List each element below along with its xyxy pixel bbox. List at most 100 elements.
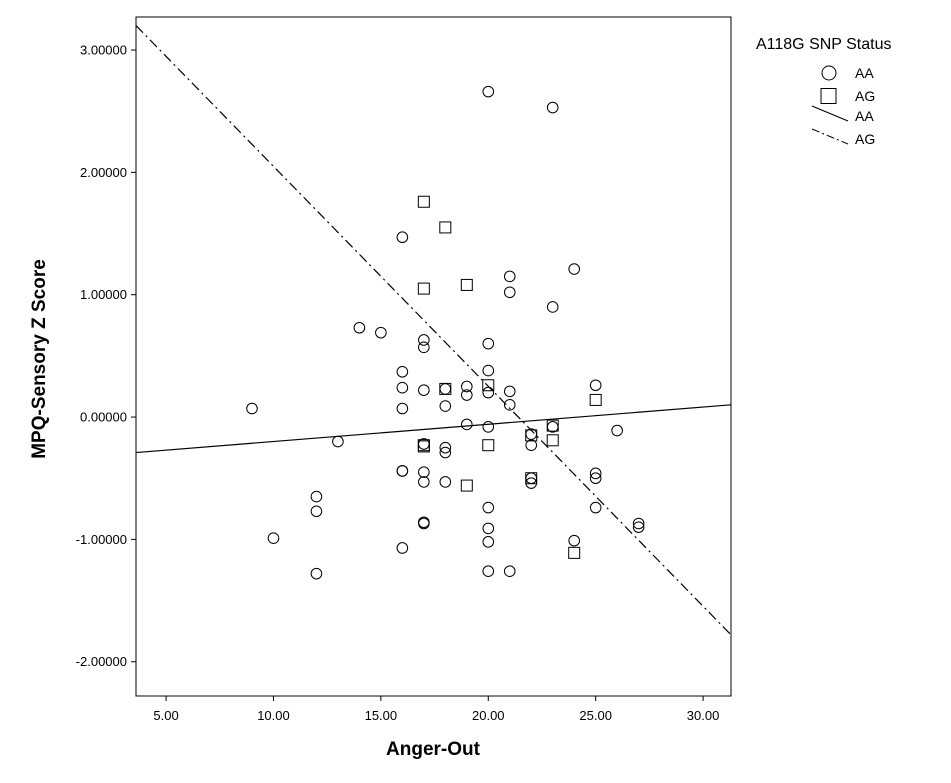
data-point-aa (310, 567, 323, 580)
data-point-aa (503, 565, 516, 578)
data-point-aa (439, 476, 452, 488)
data-point-aa (439, 400, 452, 412)
data-point-aa (503, 270, 516, 283)
data-point-aa (460, 389, 473, 401)
data-point-ag (525, 429, 538, 442)
data-point-aa (503, 399, 516, 411)
data-point-aa (589, 501, 602, 514)
x-tick-label: 20.00 (472, 708, 505, 723)
data-point-aa (568, 534, 580, 547)
legend-circle-marker (821, 65, 837, 81)
data-point-aa (482, 501, 495, 514)
data-point-ag (482, 439, 495, 452)
data-point-aa (439, 383, 452, 395)
data-point-aa (396, 365, 409, 378)
data-point-aa (525, 439, 538, 451)
x-axis: 5.00 10.00 15.00 20.00 25.00 30.00 (153, 696, 719, 723)
data-point-ag (546, 419, 559, 432)
x-tick-label: 25.00 (579, 708, 612, 723)
data-point-aa (460, 418, 473, 431)
data-point-aa (418, 466, 430, 478)
data-point-aa (589, 472, 602, 485)
x-tick-label: 5.00 (153, 708, 178, 723)
x-tick-label: 10.00 (257, 708, 290, 723)
data-point-ag (417, 440, 430, 453)
data-point-aa (546, 421, 559, 433)
data-point-aa (482, 522, 495, 535)
data-point-aa (482, 85, 495, 98)
data-point-aa (418, 384, 430, 396)
data-point-aa (439, 446, 452, 459)
data-point-ag (439, 221, 452, 234)
data-point-aa (632, 517, 645, 530)
data-point-aa (589, 467, 602, 480)
data-point-aa (418, 517, 430, 530)
data-point-ag (589, 393, 602, 406)
data-point-aa (310, 490, 323, 503)
data-point-aa (418, 438, 430, 450)
y-tick-label: -2.00000 (76, 654, 127, 669)
data-point-aa (482, 536, 495, 548)
fit-line-aa (135, 404, 732, 454)
data-point-ag (460, 278, 473, 291)
data-point-aa (482, 337, 495, 350)
y-tick-label: 3.00000 (80, 43, 127, 58)
data-point-aa (396, 465, 409, 477)
data-point-ag (417, 195, 430, 208)
data-point-aa (418, 476, 430, 488)
data-point-ag (417, 282, 430, 295)
x-axis-title: Anger-Out (386, 739, 481, 760)
y-tick-label: -1.00000 (76, 532, 127, 547)
data-point-aa (503, 385, 516, 398)
data-point-aa (418, 334, 430, 346)
fit-lines (135, 25, 732, 636)
data-point-aa (267, 532, 280, 544)
data-point-aa (353, 321, 366, 334)
data-point-aa (632, 521, 645, 533)
data-point-aa (482, 386, 495, 399)
y-tick-label: 0.00000 (80, 410, 127, 425)
data-point-ag (568, 546, 581, 559)
data-point-aa (589, 379, 602, 392)
legend-label: AG (855, 88, 875, 104)
data-point-aa (482, 364, 495, 377)
data-point-aa (546, 101, 559, 114)
data-point-ag (525, 472, 538, 485)
y-axis: 3.00000 2.00000 1.00000 0.00000 -1.00000 -2.0… (76, 43, 136, 669)
data-point-aa (568, 263, 580, 275)
legend-label: AA (855, 65, 874, 81)
data-point-aa (546, 301, 559, 313)
data-point-aa (503, 286, 516, 299)
legend: A118G SNP Status AA AG AA AG (756, 36, 891, 147)
data-point-aa (439, 441, 452, 454)
data-point-ag (439, 382, 452, 395)
data-points (246, 85, 645, 580)
data-point-aa (332, 435, 344, 448)
legend-dashdot-line (811, 128, 849, 145)
data-point-aa (396, 231, 409, 244)
legend-title: A118G SNP Status (756, 36, 891, 53)
x-tick-label: 30.00 (687, 708, 720, 723)
plot-area-frame (135, 16, 732, 697)
y-axis-title: MPQ-Sensory Z Score (29, 259, 50, 459)
data-point-ag (482, 379, 495, 392)
data-point-aa (396, 381, 409, 394)
data-point-aa (482, 565, 495, 578)
data-point-ag (546, 434, 559, 447)
y-tick-label: 2.00000 (80, 165, 127, 180)
y-tick-label: 1.00000 (80, 287, 127, 302)
data-point-aa (396, 542, 409, 554)
data-point-aa (310, 505, 323, 518)
data-point-aa (375, 326, 387, 339)
legend-solid-line (811, 105, 849, 122)
data-point-ag (460, 479, 473, 492)
fit-line-ag (135, 25, 732, 636)
legend-square-marker (820, 88, 837, 104)
x-tick-label: 15.00 (365, 708, 398, 723)
legend-label: AA (855, 108, 874, 124)
data-point-aa (611, 424, 623, 437)
data-point-aa (482, 421, 495, 433)
data-point-aa (396, 402, 409, 415)
data-point-aa (246, 402, 258, 415)
